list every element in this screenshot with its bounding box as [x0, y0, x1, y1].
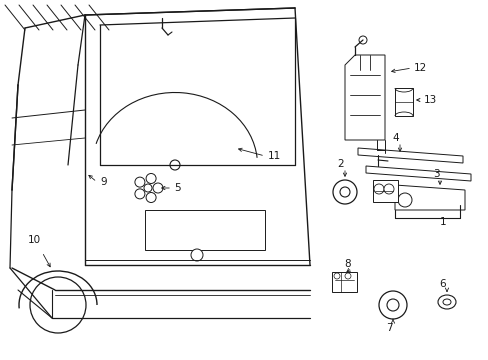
Circle shape [333, 273, 339, 279]
Text: 11: 11 [267, 151, 281, 161]
Circle shape [143, 184, 152, 192]
Text: 4: 4 [392, 133, 399, 143]
Circle shape [146, 193, 156, 203]
Circle shape [358, 36, 366, 44]
Polygon shape [357, 148, 462, 163]
Circle shape [135, 177, 144, 187]
Text: 10: 10 [28, 235, 41, 245]
Text: 2: 2 [337, 159, 344, 169]
Text: 3: 3 [432, 169, 438, 179]
Polygon shape [365, 166, 470, 181]
Circle shape [191, 249, 203, 261]
Text: 7: 7 [385, 323, 391, 333]
Circle shape [146, 174, 156, 184]
Ellipse shape [437, 295, 455, 309]
Circle shape [345, 273, 350, 279]
Polygon shape [394, 185, 464, 210]
Circle shape [170, 160, 180, 170]
Circle shape [373, 184, 383, 194]
FancyBboxPatch shape [372, 180, 397, 202]
Text: 5: 5 [174, 183, 180, 193]
Circle shape [397, 193, 411, 207]
Polygon shape [345, 55, 384, 140]
Circle shape [153, 183, 163, 193]
Circle shape [332, 180, 356, 204]
FancyBboxPatch shape [145, 210, 264, 250]
Text: 6: 6 [439, 279, 446, 289]
Text: 12: 12 [413, 63, 427, 73]
FancyBboxPatch shape [394, 88, 412, 116]
FancyBboxPatch shape [331, 272, 356, 292]
Ellipse shape [442, 299, 450, 305]
Text: 9: 9 [100, 177, 106, 187]
Text: 8: 8 [344, 259, 350, 269]
Circle shape [386, 299, 398, 311]
Circle shape [339, 187, 349, 197]
Circle shape [30, 277, 86, 333]
Circle shape [383, 184, 393, 194]
Text: 1: 1 [439, 217, 446, 227]
Circle shape [135, 189, 144, 199]
Text: 13: 13 [423, 95, 436, 105]
Circle shape [378, 291, 406, 319]
